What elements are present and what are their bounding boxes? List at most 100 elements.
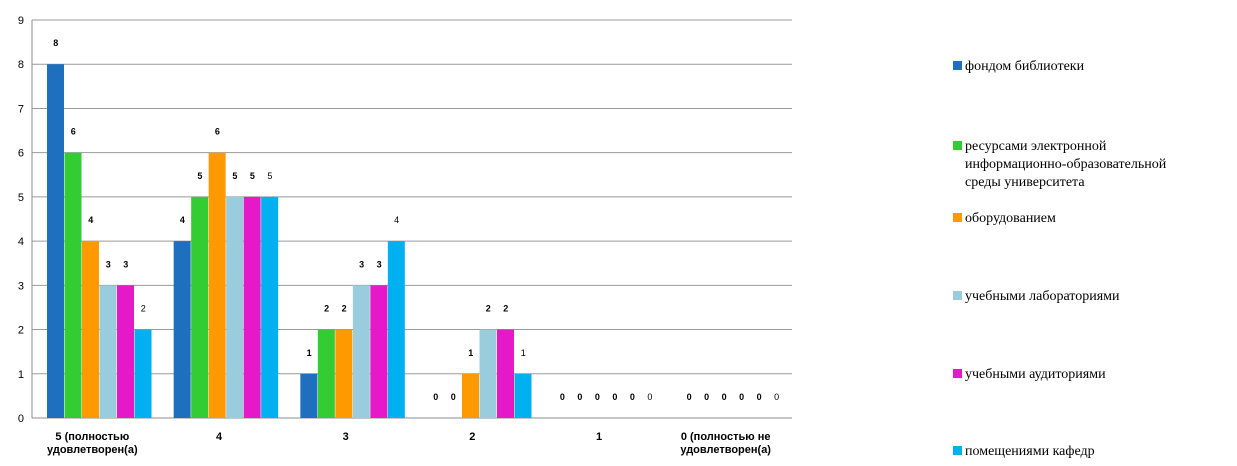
legend-label-line: оборудованием — [965, 211, 1056, 226]
bar-value-label: 1 — [468, 348, 473, 358]
bar — [243, 196, 261, 418]
bar-value-label: 2 — [503, 304, 508, 314]
legend-label: учебными аудиториями — [965, 367, 1106, 382]
bar — [370, 285, 388, 418]
legend-swatch — [953, 291, 962, 300]
bar-value-label: 5 — [232, 171, 237, 181]
bar-value-label: 5 — [197, 171, 202, 181]
bar-value-label: 0 — [630, 392, 635, 402]
x-category-label-line: 3 — [343, 431, 349, 443]
bar-value-label: 4 — [180, 215, 185, 225]
bar-value-label: 0 — [704, 392, 709, 402]
bar — [479, 329, 497, 418]
bar-value-label: 6 — [215, 127, 220, 137]
legend-swatch — [953, 213, 962, 222]
bar — [191, 196, 209, 418]
legend-swatch — [953, 61, 962, 70]
x-category-label-line: 0 (полностью не — [681, 431, 771, 443]
y-tick-label: 4 — [18, 236, 24, 248]
bar — [226, 196, 244, 418]
bar — [82, 241, 99, 418]
bar — [99, 285, 117, 418]
bar-value-label: 0 — [612, 392, 617, 402]
legend-label: ресурсами электронной информационно-образ… — [965, 139, 1167, 190]
bar-value-label: 0 — [722, 392, 727, 402]
bar-value-label: 0 — [647, 392, 652, 402]
bar-value-label: 5 — [267, 171, 272, 181]
bar-value-label: 6 — [71, 127, 76, 137]
legend-swatch — [953, 446, 962, 455]
legend-label-line: учебными аудиториями — [965, 367, 1106, 382]
x-category-label-line: 1 — [596, 431, 602, 443]
y-axis-ticks: 0 1 2 3 4 5 6 7 8 9 — [18, 15, 24, 425]
bar — [47, 64, 64, 418]
y-tick-label: 2 — [18, 325, 24, 337]
legend-label: фондом библиотеки — [965, 59, 1085, 74]
bar-value-label: 2 — [342, 304, 347, 314]
x-category-label-line: 4 — [216, 431, 223, 443]
legend-swatch — [953, 369, 962, 378]
y-tick-label: 8 — [18, 59, 24, 71]
bar — [134, 329, 152, 418]
legend-label: оборудованием — [965, 211, 1056, 226]
legend-swatch — [953, 141, 962, 150]
bars — [47, 64, 532, 418]
legend-label-line: среды университета — [965, 175, 1085, 190]
bar-value-label: 5 — [250, 171, 255, 181]
bar — [64, 152, 82, 418]
legend-item: учебными аудиториями — [953, 367, 1106, 382]
bar — [261, 196, 279, 418]
y-tick-label: 0 — [18, 413, 24, 425]
data-labels: 8 4 1 0 0 0 6 5 2 0 0 0 4 6 2 1 0 0 3 5 3 2 0 0 3 5 3 2 0 0 2 5 4 1 0 0 — [53, 38, 779, 402]
legend-item: фондом библиотеки — [953, 59, 1085, 74]
bar-value-label: 0 — [739, 392, 744, 402]
bar — [117, 285, 134, 418]
legend-label-line: фондом библиотеки — [965, 59, 1085, 74]
y-tick-label: 9 — [18, 15, 24, 27]
bar — [352, 285, 370, 418]
legend-label: помещениями кафедр — [965, 444, 1095, 459]
x-category-label: 5 (полностью удовлетворен(а) — [47, 431, 138, 456]
bar-value-label: 0 — [451, 392, 456, 402]
bar-value-label: 0 — [774, 392, 779, 402]
legend-item: учебными лабораториями — [953, 289, 1120, 304]
bar-value-label: 1 — [307, 348, 312, 358]
bar — [300, 373, 318, 418]
bar-value-label: 0 — [687, 392, 692, 402]
bar — [514, 373, 532, 418]
x-category-label-line: удовлетворен(а) — [680, 444, 771, 456]
y-tick-label: 1 — [18, 369, 24, 381]
legend-item: ресурсами электронной информационно-образ… — [953, 139, 1167, 190]
bar-value-label: 4 — [394, 215, 399, 225]
legend-label-line: учебными лабораториями — [965, 289, 1120, 304]
bar-value-label: 8 — [53, 38, 58, 48]
bar-value-label: 2 — [324, 304, 329, 314]
bar — [462, 373, 479, 418]
x-category-label: 3 — [343, 431, 349, 443]
bar — [173, 241, 191, 418]
y-tick-label: 3 — [18, 280, 24, 292]
bar-value-label: 4 — [88, 215, 93, 225]
bar — [335, 329, 353, 418]
x-category-label: 4 — [216, 431, 223, 443]
bar — [317, 329, 335, 418]
bar — [208, 152, 226, 418]
x-category-label: 1 — [596, 431, 602, 443]
legend-label: учебными лабораториями — [965, 289, 1120, 304]
bar — [497, 329, 514, 418]
legend-label-line: помещениями кафедр — [965, 444, 1095, 459]
bar-value-label: 3 — [106, 259, 111, 269]
bar-value-label: 1 — [521, 348, 526, 358]
x-category-label: 0 (полностью не удовлетворен(а) — [680, 431, 771, 456]
bar-value-label: 3 — [359, 259, 364, 269]
x-category-label-line: 2 — [469, 431, 475, 443]
bar-value-label: 3 — [377, 259, 382, 269]
bar-value-label: 2 — [141, 304, 146, 314]
x-category-label: 2 — [469, 431, 475, 443]
legend-item: оборудованием — [953, 211, 1056, 226]
bar — [387, 241, 405, 418]
bar-value-label: 0 — [560, 392, 565, 402]
x-axis-categories: 5 (полностью удовлетворен(а) 4 3 2 1 0 (полнос… — [47, 431, 771, 456]
